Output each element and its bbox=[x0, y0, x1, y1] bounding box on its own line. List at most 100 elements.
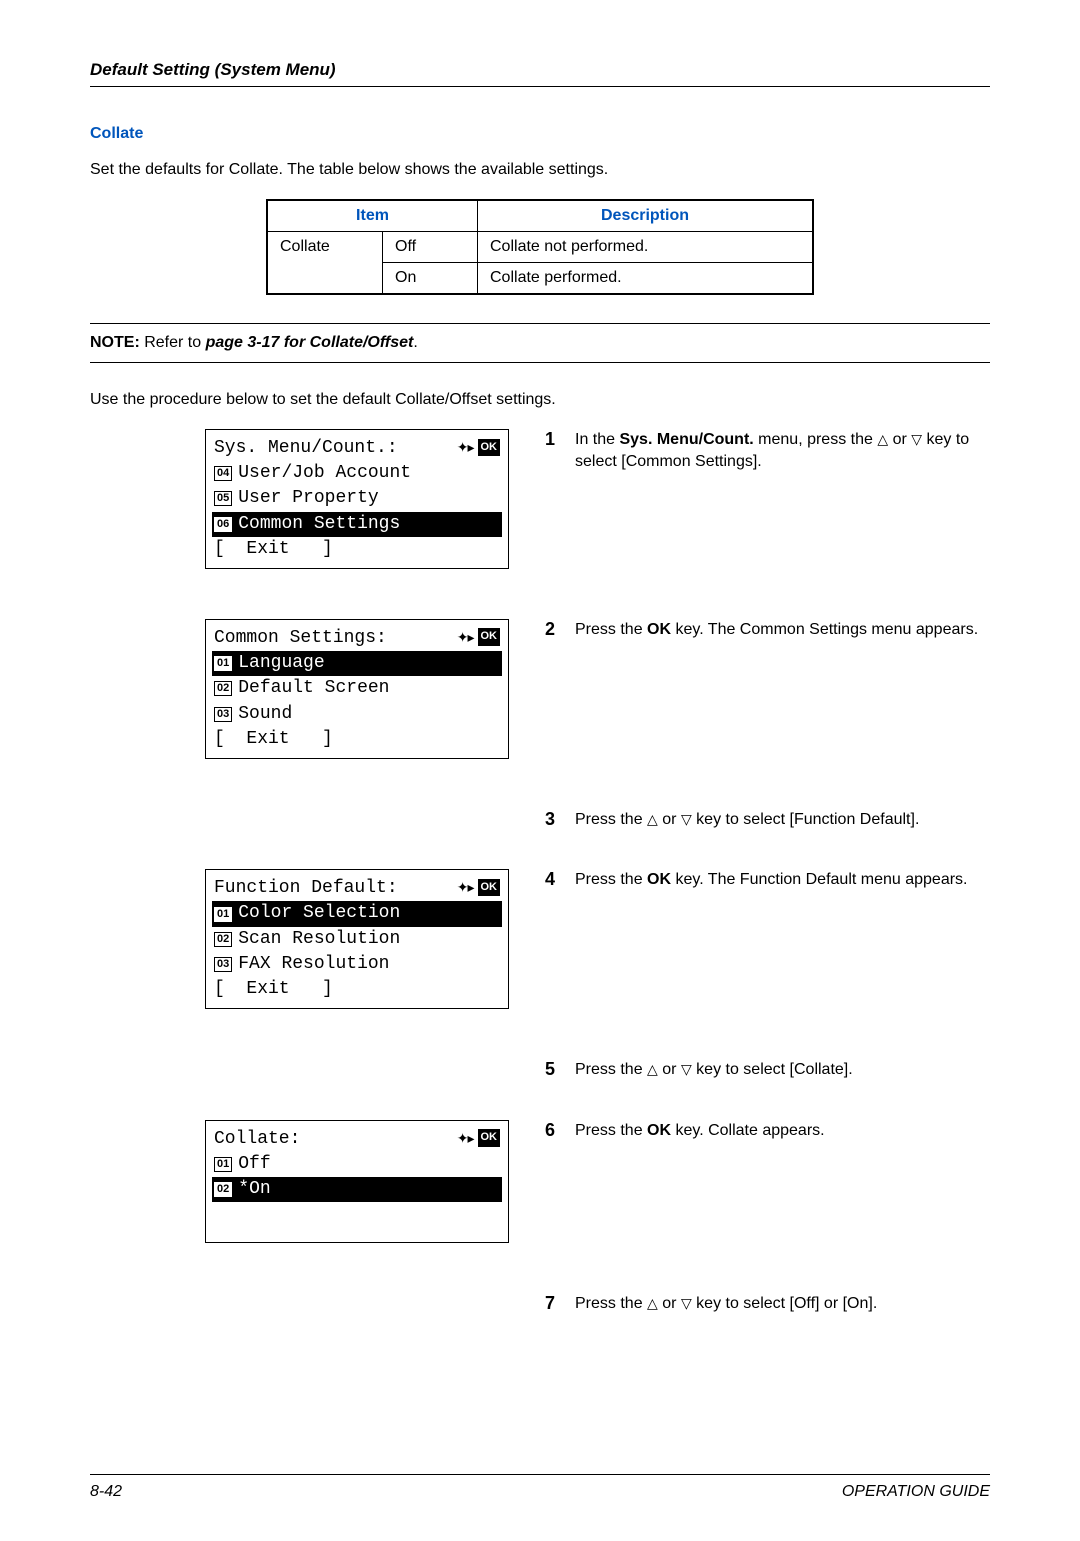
lcd-item: 03 Sound bbox=[212, 702, 502, 727]
item-num: 01 bbox=[214, 656, 232, 671]
up-icon: △ bbox=[647, 810, 658, 830]
section-title: Collate bbox=[90, 125, 990, 143]
item-label: Default Screen bbox=[238, 676, 389, 701]
lcd-sys-menu: Sys. Menu/Count.: ✦▸OK 04 User/Job Accoun… bbox=[205, 429, 509, 569]
item-label: User Property bbox=[238, 486, 378, 511]
down-icon: ▽ bbox=[911, 430, 922, 450]
step-num: 5 bbox=[545, 1059, 561, 1081]
procedure-intro: Use the procedure below to set the defau… bbox=[90, 391, 990, 409]
lcd-title: Sys. Menu/Count.: bbox=[214, 436, 398, 461]
lcd-item-selected: 01Color Selection bbox=[212, 901, 502, 926]
step-5: 5 Press the △ or ▽ key to select [Collat… bbox=[545, 1059, 990, 1081]
step-6: 6 Press the OK key. Collate appears. bbox=[545, 1120, 990, 1142]
ok-icon: OK bbox=[478, 1129, 501, 1146]
step-7: 7 Press the △ or ▽ key to select [Off] o… bbox=[545, 1293, 990, 1315]
lcd-title: Function Default: bbox=[214, 876, 398, 901]
lcd-title-row: Sys. Menu/Count.: ✦▸OK bbox=[212, 436, 502, 461]
lcd-function-default: Function Default: ✦▸OK 01Color Selection… bbox=[205, 869, 509, 1009]
note-label: NOTE: bbox=[90, 334, 140, 351]
down-icon: ▽ bbox=[681, 1060, 692, 1080]
item-label: Scan Resolution bbox=[238, 927, 400, 952]
lcd-item: 04 User/Job Account bbox=[212, 461, 502, 486]
item-num: 04 bbox=[214, 466, 232, 481]
up-icon: △ bbox=[647, 1060, 658, 1080]
step-4: 4 Press the OK key. The Function Default… bbox=[545, 869, 990, 891]
lcd-item: 05 User Property bbox=[212, 486, 502, 511]
step-body: Press the △ or ▽ key to select [Off] or … bbox=[575, 1293, 990, 1315]
ok-icon: OK bbox=[478, 879, 501, 896]
note-text: Refer to bbox=[140, 334, 206, 351]
lcd-item: 01 Off bbox=[212, 1152, 502, 1177]
section-intro: Set the defaults for Collate. The table … bbox=[90, 161, 990, 179]
nav-ok-icons: ✦▸OK bbox=[457, 876, 500, 901]
lcd-title: Collate: bbox=[214, 1127, 300, 1152]
cell-desc: Collate performed. bbox=[478, 263, 814, 295]
step-num: 1 bbox=[545, 429, 561, 474]
lcd-item-selected: 01 Language bbox=[212, 651, 502, 676]
item-num: 01 bbox=[214, 1157, 232, 1172]
cell-value: Off bbox=[383, 232, 478, 263]
down-icon: ▽ bbox=[681, 1294, 692, 1314]
cell-item: Collate bbox=[267, 232, 383, 295]
lcd-item-selected: 06 Common Settings bbox=[212, 512, 502, 537]
nav-ok-icons: ✦▸OK bbox=[457, 626, 500, 651]
nav-ok-icons: ✦▸OK bbox=[457, 1127, 500, 1152]
note-block: NOTE: Refer to page 3-17 for Collate/Off… bbox=[90, 323, 990, 363]
lcd-exit: [ Exit ] bbox=[212, 537, 502, 562]
item-label: Sound bbox=[238, 702, 292, 727]
item-num: 03 bbox=[214, 707, 232, 722]
down-icon: ▽ bbox=[681, 810, 692, 830]
nav-icon: ✦▸ bbox=[457, 439, 474, 455]
th-item: Item bbox=[267, 200, 478, 232]
lcd-title: Common Settings: bbox=[214, 626, 387, 651]
item-label: Off bbox=[238, 1152, 270, 1177]
lcd-title-row: Collate: ✦▸OK bbox=[212, 1127, 502, 1152]
note-ref: page 3-17 for Collate/Offset bbox=[206, 334, 414, 351]
nav-icon: ✦▸ bbox=[457, 879, 474, 895]
settings-table: Item Description Collate Off Collate not… bbox=[266, 199, 814, 295]
step-3: 3 Press the △ or ▽ key to select [Functi… bbox=[545, 809, 990, 831]
lcd-exit: [ Exit ] bbox=[212, 977, 502, 1002]
lcd-item: 03FAX Resolution bbox=[212, 952, 502, 977]
item-label: Common Settings bbox=[238, 512, 400, 537]
th-desc: Description bbox=[478, 200, 814, 232]
step-num: 6 bbox=[545, 1120, 561, 1142]
step-num: 7 bbox=[545, 1293, 561, 1315]
lcd-title-row: Function Default: ✦▸OK bbox=[212, 876, 502, 901]
up-icon: △ bbox=[647, 1294, 658, 1314]
star-icon: * bbox=[238, 1177, 249, 1202]
step-body: Press the OK key. Collate appears. bbox=[575, 1120, 990, 1142]
step-body: Press the OK key. The Function Default m… bbox=[575, 869, 990, 891]
step-num: 2 bbox=[545, 619, 561, 641]
lcd-collate: Collate: ✦▸OK 01 Off 02 *On bbox=[205, 1120, 509, 1244]
step-body: In the Sys. Menu/Count. menu, press the … bbox=[575, 429, 990, 474]
footer-guide: OPERATION GUIDE bbox=[842, 1483, 990, 1501]
page-header: Default Setting (System Menu) bbox=[90, 60, 990, 87]
step-num: 3 bbox=[545, 809, 561, 831]
ok-icon: OK bbox=[478, 628, 501, 645]
item-num: 02 bbox=[214, 1182, 232, 1197]
step-2: 2 Press the OK key. The Common Settings … bbox=[545, 619, 990, 641]
cell-desc: Collate not performed. bbox=[478, 232, 814, 263]
step-body: Press the △ or ▽ key to select [Function… bbox=[575, 809, 990, 831]
item-label: Language bbox=[238, 651, 324, 676]
table-row: Collate Off Collate not performed. bbox=[267, 232, 813, 263]
nav-icon: ✦▸ bbox=[457, 629, 474, 645]
page-footer: 8-42 OPERATION GUIDE bbox=[90, 1474, 990, 1501]
item-label: FAX Resolution bbox=[238, 952, 389, 977]
lcd-item: 02Scan Resolution bbox=[212, 927, 502, 952]
item-label: On bbox=[249, 1177, 271, 1202]
step-body: Press the OK key. The Common Settings me… bbox=[575, 619, 990, 641]
lcd-exit: [ Exit ] bbox=[212, 727, 502, 752]
lcd-title-row: Common Settings: ✦▸OK bbox=[212, 626, 502, 651]
lcd-item: 02Default Screen bbox=[212, 676, 502, 701]
up-icon: △ bbox=[877, 430, 888, 450]
step-body: Press the △ or ▽ key to select [Collate]… bbox=[575, 1059, 990, 1081]
nav-icon: ✦▸ bbox=[457, 1130, 474, 1146]
item-num: 06 bbox=[214, 517, 232, 532]
item-num: 05 bbox=[214, 491, 232, 506]
lcd-item-selected: 02 *On bbox=[212, 1177, 502, 1202]
cell-value: On bbox=[383, 263, 478, 295]
header-title: Default Setting (System Menu) bbox=[90, 60, 336, 79]
item-label: User/Job Account bbox=[238, 461, 411, 486]
